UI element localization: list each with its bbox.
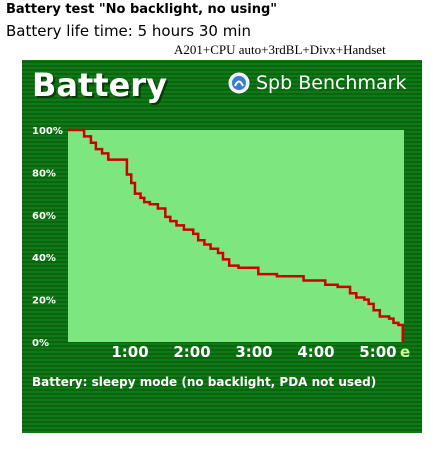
x-tick-label: 3:00 [235,343,272,360]
battery-life-time: Battery life time: 5 hours 30 min [6,22,252,40]
x-tick-label: 4:00 [297,343,334,360]
x-end-marker: e [400,343,410,360]
plot-area [68,130,404,342]
card-title: Battery [32,66,167,104]
battery-series-line [68,128,405,342]
benchmark-card: Battery Spb Benchmark 0% 20% 40% 60% 80% 100%… [22,60,422,433]
test-title: Battery test "No backlight, no using" [6,2,278,17]
battery-chart: 0% 20% 40% 60% 80% 100% 1:00 2:00 3:00 4:00 5:00 e [32,126,410,360]
x-tick-label: 5:00 [359,343,396,360]
y-tick-label: 0% [32,338,49,349]
x-tick-label: 2:00 [173,343,210,360]
device-config: A201+CPU auto+3rdBL+Divx+Handset [174,42,386,57]
y-tick-label: 40% [32,253,56,264]
spb-logo-icon [228,72,250,94]
y-tick-label: 20% [32,296,56,307]
y-tick-label: 100% [32,126,63,137]
x-tick-label: 1:00 [111,343,148,360]
brand: Spb Benchmark [228,72,406,94]
brand-name: Spb Benchmark [256,72,407,94]
chart-footer-label: Battery: sleepy mode (no backlight, PDA … [32,375,377,389]
y-tick-label: 60% [32,211,56,222]
y-tick-label: 80% [32,168,56,179]
